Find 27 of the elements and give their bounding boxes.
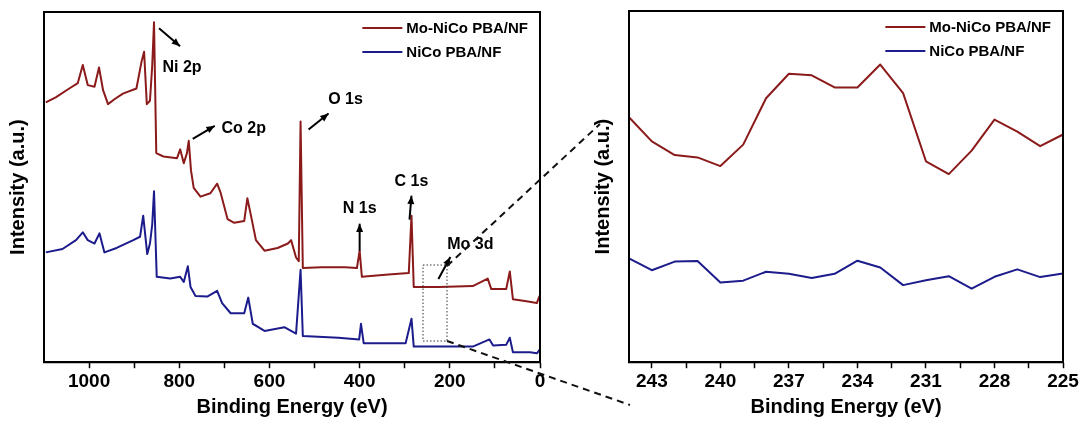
legend-label: NiCo PBA/NF [929, 42, 1025, 60]
annotation: O 1s [328, 89, 364, 107]
legend-label: Mo-NiCo PBA/NF [406, 19, 529, 37]
x-tick-label: 400 [343, 369, 376, 391]
x-tick-label: 243 [635, 369, 668, 391]
annotation: C 1s [394, 172, 429, 190]
x-tick-label: 200 [433, 369, 466, 391]
x-tick-label: 800 [163, 369, 196, 391]
annotation: Ni 2p [162, 57, 202, 75]
x-tick-label: 1000 [67, 369, 111, 391]
x-axis-title: Binding Energy (eV) [750, 394, 942, 417]
x-tick-label: 240 [704, 369, 737, 391]
legend-label: Mo-NiCo PBA/NF [929, 18, 1052, 36]
x-tick-label: 0 [534, 369, 546, 391]
annotation: Co 2p [221, 119, 267, 137]
x-axis-title: Binding Energy (eV) [196, 394, 388, 417]
legend-label: NiCo PBA/NF [406, 43, 502, 61]
x-tick-label: 228 [978, 369, 1011, 391]
x-tick-label: 237 [773, 369, 805, 391]
y-axis-title: Intensity (a.u.) [5, 119, 28, 255]
annotation: Mo 3d [447, 235, 494, 253]
x-tick-label: 225 [1047, 369, 1080, 391]
x-tick-label: 234 [841, 369, 874, 391]
x-tick-label: 600 [253, 369, 286, 391]
y-axis-title: Intensity (a.u.) [590, 118, 613, 255]
x-tick-label: 231 [910, 369, 943, 391]
annotation: N 1s [342, 199, 377, 217]
